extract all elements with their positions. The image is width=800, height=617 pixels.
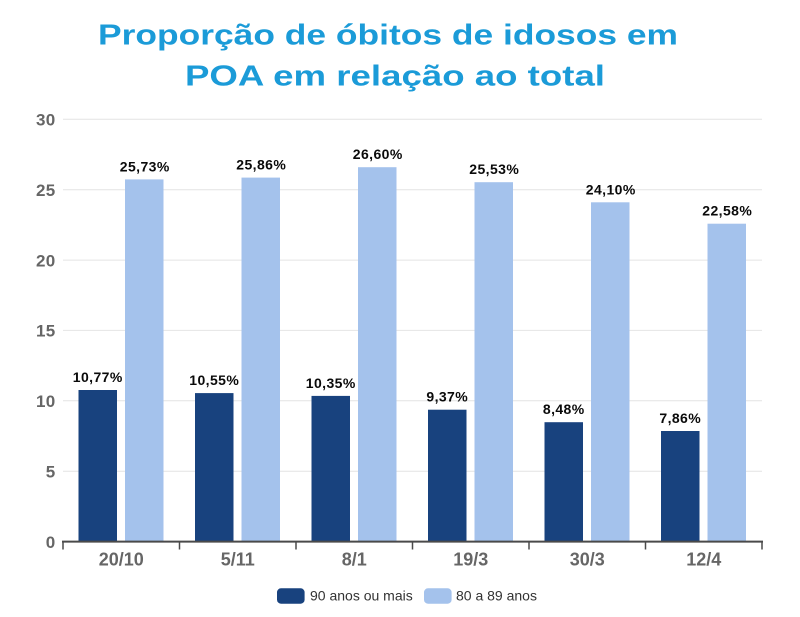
svg-text:24,10%: 24,10% <box>586 181 636 197</box>
svg-text:30: 30 <box>36 111 56 130</box>
svg-text:10,55%: 10,55% <box>189 372 239 388</box>
svg-text:15: 15 <box>36 322 56 341</box>
svg-text:0: 0 <box>46 533 56 552</box>
svg-text:22,58%: 22,58% <box>702 203 752 219</box>
svg-text:80 a 89 anos: 80 a 89 anos <box>456 588 537 604</box>
svg-text:20/10: 20/10 <box>99 550 144 570</box>
svg-text:9,37%: 9,37% <box>426 389 468 405</box>
svg-text:5/11: 5/11 <box>221 550 255 570</box>
svg-text:10,35%: 10,35% <box>306 375 356 391</box>
svg-text:Proporção de óbitos de idosos: Proporção de óbitos de idosos em <box>98 20 678 52</box>
svg-text:90 anos ou mais: 90 anos ou mais <box>310 588 413 604</box>
svg-text:25,86%: 25,86% <box>236 157 286 173</box>
svg-text:25,73%: 25,73% <box>120 158 170 174</box>
svg-text:19/3: 19/3 <box>453 550 488 570</box>
svg-text:8/1: 8/1 <box>342 550 367 570</box>
svg-text:7,86%: 7,86% <box>659 410 701 426</box>
svg-text:12/4: 12/4 <box>686 550 721 570</box>
svg-text:POA em relação ao total: POA em relação ao total <box>185 61 605 93</box>
svg-text:10,77%: 10,77% <box>73 369 123 385</box>
svg-text:10: 10 <box>36 392 56 411</box>
svg-text:25: 25 <box>36 181 56 200</box>
svg-text:8,48%: 8,48% <box>543 401 585 417</box>
svg-text:20: 20 <box>36 251 56 270</box>
svg-text:5: 5 <box>46 462 56 481</box>
svg-text:30/3: 30/3 <box>570 550 605 570</box>
svg-text:25,53%: 25,53% <box>469 161 519 177</box>
svg-text:26,60%: 26,60% <box>353 146 403 162</box>
